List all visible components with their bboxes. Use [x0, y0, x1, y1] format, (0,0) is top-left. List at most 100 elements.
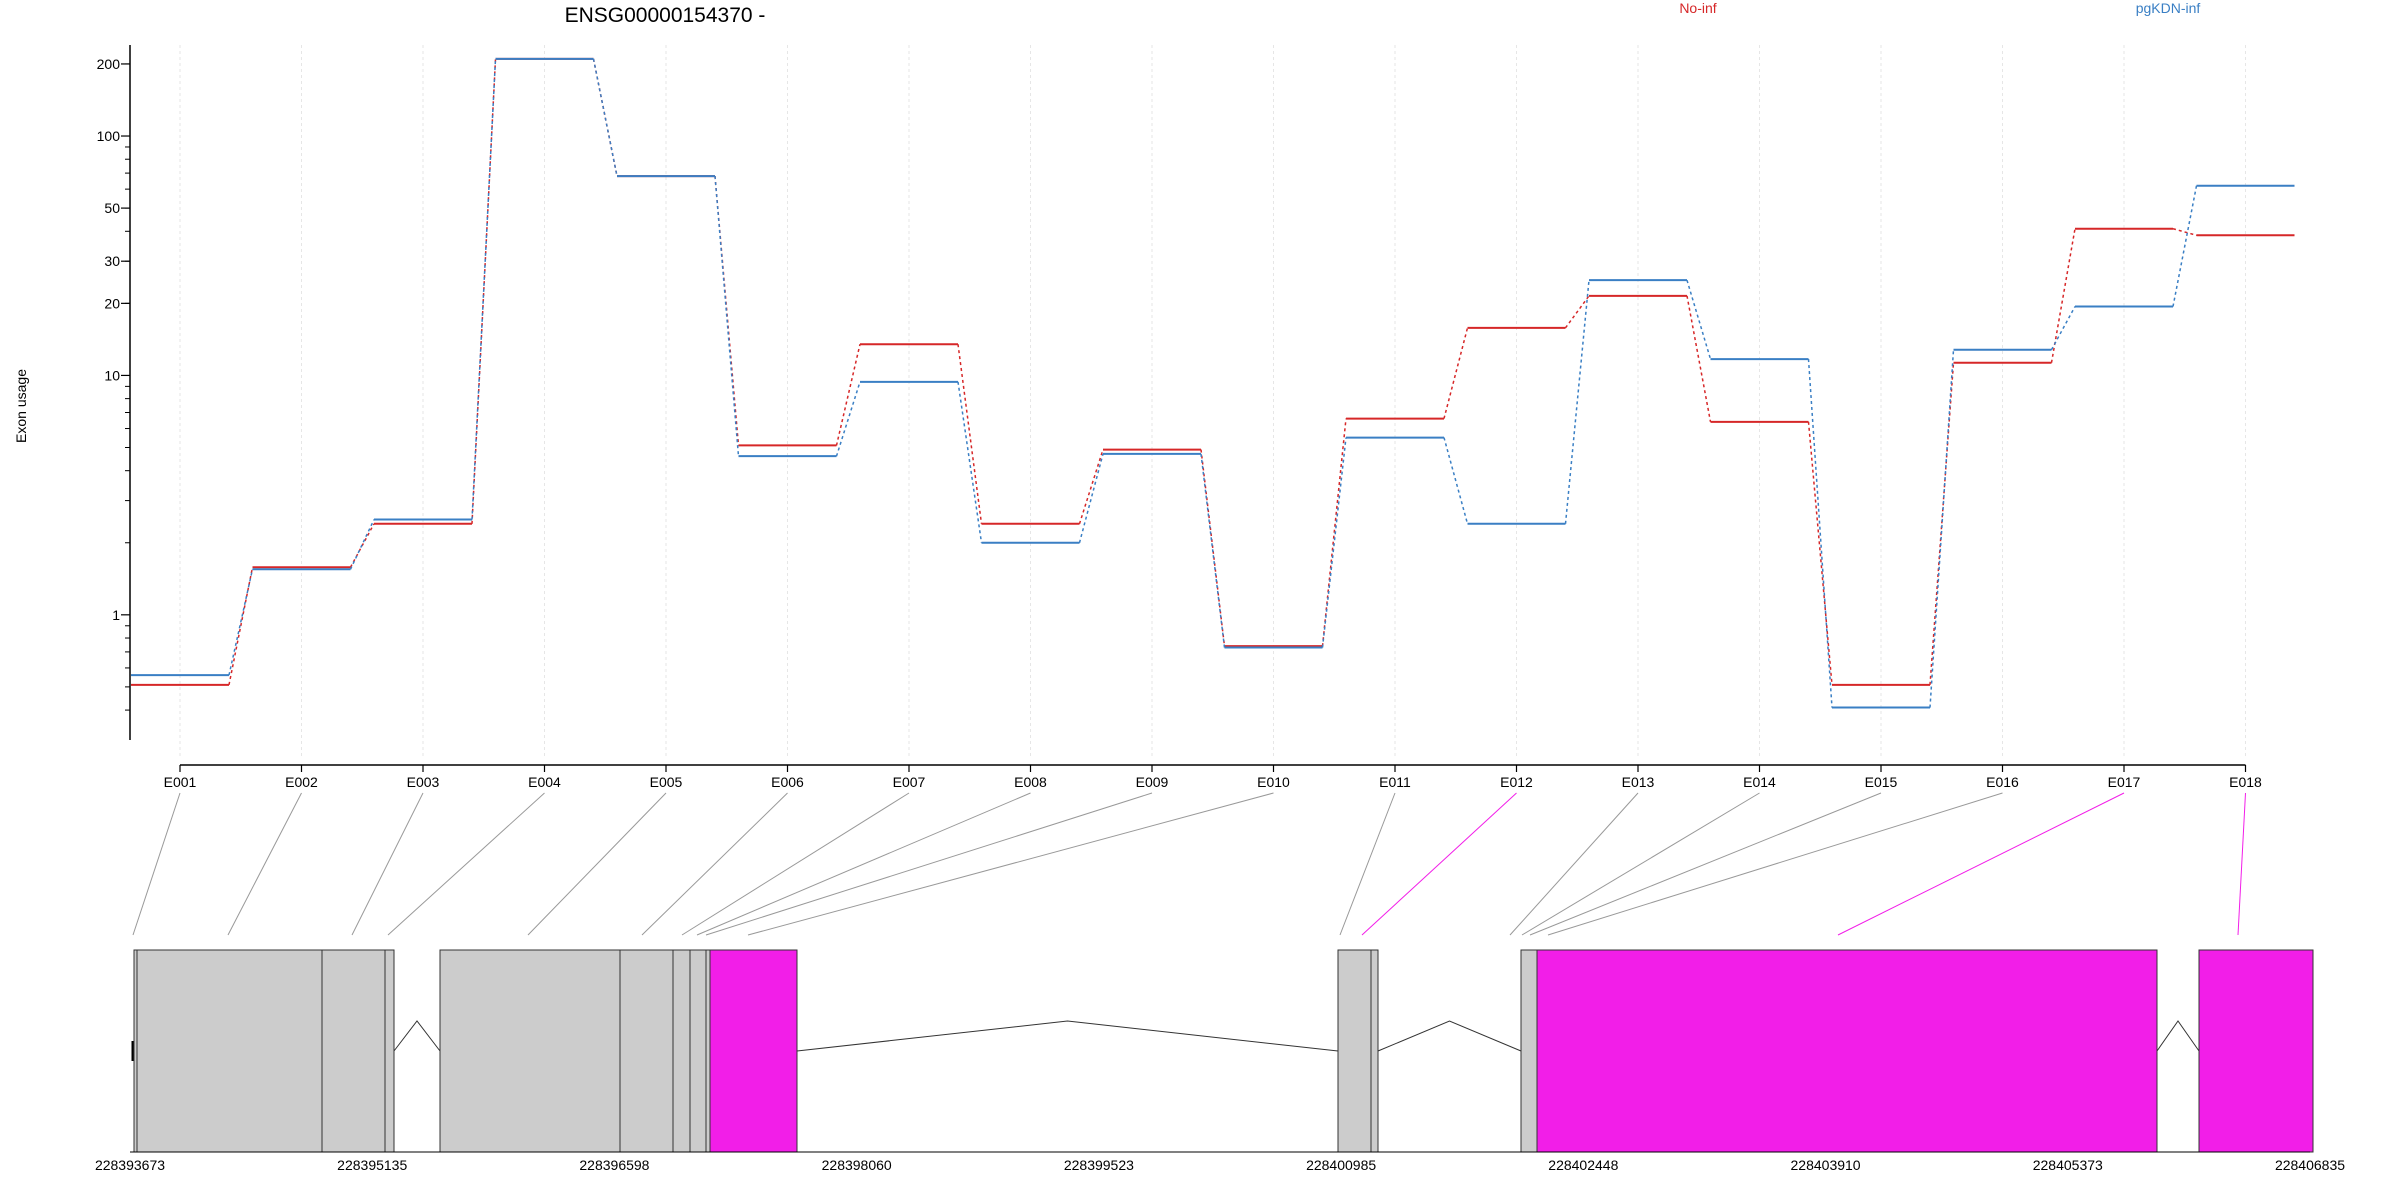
gene-model-track: [130, 949, 2314, 1153]
series-connector: [1321, 418, 1347, 647]
connector-e012: [1361, 792, 1517, 936]
x-tick-label-e010: E010: [1257, 774, 1290, 790]
connector-e004: [387, 792, 545, 936]
x-tick-label-e009: E009: [1136, 774, 1169, 790]
series-connector: [957, 381, 983, 543]
gridlines: [179, 45, 2246, 758]
series-connector: [2050, 306, 2076, 351]
exon-block: [321, 949, 386, 1153]
series-pgkdn-inf: [131, 57, 2295, 709]
coordinate-label: 228399523: [1064, 1157, 1134, 1173]
legend-entry-no-inf: No-inf: [1679, 0, 1716, 16]
connector-e001: [132, 792, 181, 936]
connector-e014: [1521, 792, 1760, 936]
y-tick-label-30: 30: [104, 253, 120, 269]
exon-block-highlighted: [709, 949, 798, 1153]
connector-e011: [1339, 792, 1396, 936]
intron-line: [393, 1020, 441, 1052]
y-axis-label: Exon usage: [13, 369, 29, 443]
y-tick-label-50: 50: [104, 200, 120, 216]
connector-e008: [696, 792, 1031, 936]
exon-block: [384, 949, 395, 1153]
connector-e013: [1509, 792, 1639, 936]
series-connector: [1443, 327, 1469, 419]
exon-block: [1520, 949, 1538, 1153]
series-connector: [471, 58, 497, 520]
legend-entry-pgkdn-inf: pgKDN-inf: [2136, 0, 2201, 16]
x-tick-label-e006: E006: [771, 774, 804, 790]
exon-block: [439, 949, 621, 1153]
series-connector: [1564, 280, 1590, 524]
intron-line: [796, 1020, 1339, 1052]
x-tick-label-e002: E002: [285, 774, 318, 790]
connector-e002: [227, 792, 302, 936]
coordinate-label: 228400985: [1306, 1157, 1376, 1173]
series-connector: [592, 58, 618, 177]
y-tick-label-20: 20: [104, 295, 120, 311]
y-tick-label-1: 1: [112, 607, 120, 623]
y-tick-label-10: 10: [104, 367, 120, 383]
series-connector: [228, 567, 254, 685]
series-connector: [1078, 453, 1104, 543]
x-tick-label-e013: E013: [1622, 774, 1655, 790]
connector-e016: [1547, 792, 2003, 936]
exon-block: [672, 949, 691, 1153]
coordinate-label: 228405373: [2033, 1157, 2103, 1173]
exon-connector-lines: [132, 792, 2246, 936]
connector-e015: [1529, 792, 1882, 936]
x-tick-label-e015: E015: [1865, 774, 1898, 790]
series-connector: [835, 344, 861, 446]
exon-block-highlighted: [1536, 949, 2158, 1153]
series-connector: [1807, 359, 1833, 708]
series-connector: [1564, 295, 1590, 329]
x-tick-label-e007: E007: [893, 774, 926, 790]
x-tick-label-e011: E011: [1379, 774, 1411, 790]
x-tick-label-e014: E014: [1743, 774, 1776, 790]
connector-e018: [2237, 792, 2246, 936]
plot-series: [131, 57, 2295, 709]
series-connector: [1929, 362, 1955, 685]
connector-e009: [705, 792, 1153, 936]
genomic-coordinate-axis: 228393673 228395135 228396598 228398060 2283…: [95, 1157, 2345, 1173]
connector-e005: [527, 792, 667, 936]
series-connector: [1078, 449, 1104, 525]
connector-e007: [681, 792, 910, 936]
series-connector: [1443, 437, 1469, 524]
intron-line: [1377, 1020, 1522, 1052]
x-tick-label-e004: E004: [528, 774, 561, 790]
coordinate-label: 228395135: [337, 1157, 407, 1173]
y-axis: 1 10 20 30 50 100 200: [97, 45, 131, 740]
series-connector: [1200, 453, 1226, 648]
x-tick-label-e001: E001: [164, 774, 197, 790]
series-connector: [1807, 421, 1833, 685]
connector-e010: [747, 792, 1274, 936]
intron-line: [2156, 1020, 2200, 1052]
y-tick-label-200: 200: [97, 56, 121, 72]
exon-block: [705, 949, 711, 1153]
exon-block-highlighted: [2198, 949, 2314, 1153]
exon-block: [1370, 949, 1379, 1153]
connector-e006: [641, 792, 788, 936]
y-tick-label-100: 100: [97, 128, 121, 144]
series-connector: [714, 176, 740, 457]
x-tick-label-e018: E018: [2229, 774, 2262, 790]
series-connector: [957, 344, 983, 524]
coordinate-label: 228393673: [95, 1157, 165, 1173]
connector-e017: [1837, 792, 2125, 936]
x-tick-label-e012: E012: [1500, 774, 1533, 790]
coordinate-label: 228406835: [2275, 1157, 2345, 1173]
connector-e003: [351, 792, 424, 936]
series-connector: [1200, 449, 1226, 647]
exon-block: [136, 949, 323, 1153]
x-tick-label-e017: E017: [2108, 774, 2141, 790]
series-connector: [1686, 295, 1712, 422]
coordinate-label: 228402448: [1548, 1157, 1618, 1173]
exon-block: [689, 949, 707, 1153]
exon-block: [619, 949, 674, 1153]
series-connector: [835, 381, 861, 457]
x-tick-label-e003: E003: [407, 774, 440, 790]
exon-block: [1337, 949, 1372, 1153]
series-connector: [228, 569, 254, 676]
series-connector: [2050, 228, 2076, 363]
series-connector: [1321, 437, 1347, 648]
